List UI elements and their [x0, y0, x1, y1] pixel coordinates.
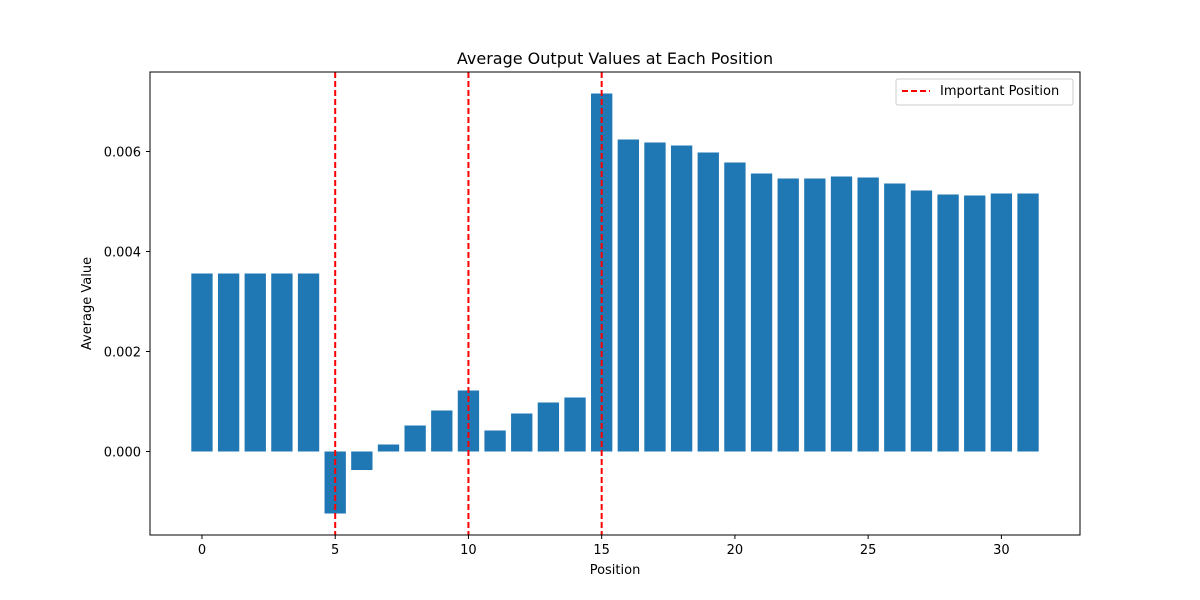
x-tick-label-10: 10: [460, 543, 477, 558]
y-tick-label-1: 0.002: [104, 346, 141, 361]
important-position-lines: [334, 72, 603, 535]
legend-label: Important Position: [940, 84, 1059, 99]
bar-22: [777, 178, 799, 452]
bar-29: [964, 195, 986, 452]
bar-0: [191, 273, 213, 452]
x-tick-label-0: 0: [198, 543, 206, 558]
bar-7: [377, 444, 400, 452]
bar-30: [990, 193, 1013, 452]
bar-10: [457, 390, 480, 452]
bar-19: [697, 152, 719, 452]
y-tick-label-3: 0.006: [104, 146, 141, 161]
bar-2: [244, 273, 266, 452]
bar-11: [484, 430, 506, 452]
bar-8: [404, 425, 426, 452]
bar-23: [804, 178, 826, 452]
plot-frame: [149, 71, 1081, 536]
bar-6: [351, 451, 373, 470]
bar-1: [217, 273, 240, 452]
bar-21: [750, 173, 773, 452]
bar-12: [511, 413, 533, 452]
bar-14: [564, 397, 586, 452]
bar-28: [937, 194, 959, 452]
legend: Important Position: [895, 78, 1074, 106]
bar-9: [431, 410, 453, 452]
y-tick-label-0: 0.000: [104, 446, 141, 461]
bar-3: [271, 273, 293, 452]
bar-16: [617, 139, 639, 452]
bar-20: [724, 162, 746, 452]
legend-box: [895, 78, 1074, 106]
y-tick-label-2: 0.004: [104, 246, 141, 261]
bar-13: [537, 402, 560, 452]
x-tick-label-15: 15: [593, 543, 610, 558]
bar-27: [910, 190, 933, 452]
x-tick-label-30: 30: [993, 543, 1010, 558]
x-axis: 0 5 10 15 20 25 30: [198, 535, 1010, 558]
bar-31: [1017, 193, 1039, 452]
bar-25: [857, 177, 879, 452]
x-tick-label-5: 5: [331, 543, 339, 558]
bar-17: [644, 142, 666, 452]
x-tick-label-25: 25: [860, 543, 877, 558]
x-axis-label: Position: [590, 563, 641, 578]
chart-title: Average Output Values at Each Position: [457, 49, 773, 68]
y-axis: 0.000 0.002 0.004 0.006: [104, 146, 150, 461]
bar-26: [884, 183, 906, 452]
bar-18: [670, 145, 693, 452]
bar-4: [297, 273, 320, 452]
bars-layer: [191, 93, 1039, 514]
y-axis-label: Average Value: [80, 257, 95, 350]
x-tick-label-20: 20: [727, 543, 744, 558]
bar-24: [830, 176, 853, 452]
